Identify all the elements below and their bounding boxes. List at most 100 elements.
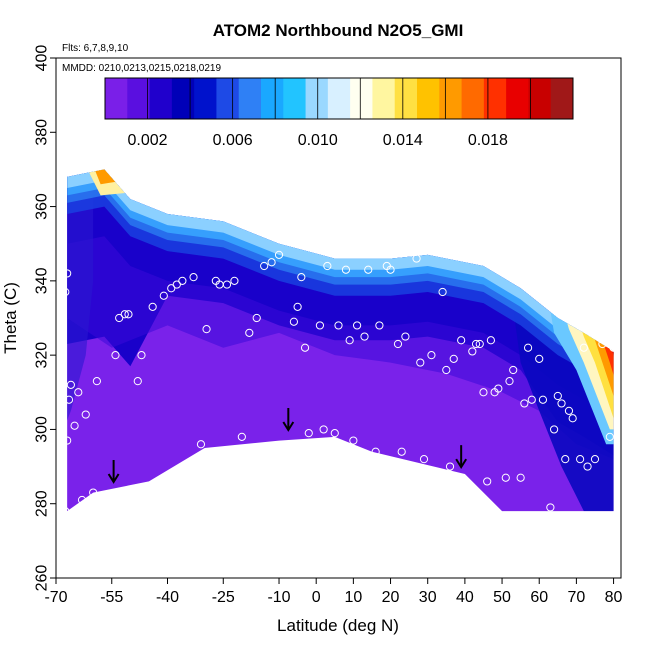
observation-point bbox=[61, 507, 70, 516]
colorbar-swatch bbox=[216, 78, 240, 119]
colorbar-swatch bbox=[372, 78, 396, 119]
colorbar-swatch bbox=[283, 78, 307, 119]
arrow-head bbox=[282, 421, 295, 432]
y-tick-label: 340 bbox=[34, 267, 51, 294]
colorbar-swatch bbox=[194, 78, 217, 119]
x-axis: -70 -55 -40 -25 -10 0 10 20 30 40 50 60 70 80 bbox=[44, 578, 623, 606]
colorbar-swatch bbox=[550, 78, 574, 119]
observation-point bbox=[397, 447, 406, 456]
observation-point bbox=[505, 377, 514, 386]
observation-point bbox=[124, 310, 133, 319]
observation-point bbox=[501, 473, 510, 482]
observation-point bbox=[341, 265, 351, 274]
observation-point bbox=[457, 336, 466, 345]
observation-point bbox=[92, 377, 101, 386]
observation-point bbox=[442, 365, 451, 375]
observation-point bbox=[471, 339, 481, 349]
observation-point bbox=[438, 287, 447, 297]
observation-point bbox=[605, 432, 614, 441]
observation-point bbox=[61, 287, 70, 297]
colorbar-swatch bbox=[327, 78, 351, 119]
observation-point bbox=[189, 273, 198, 282]
x-tick-label: -10 bbox=[267, 589, 290, 606]
observation-point bbox=[557, 399, 566, 408]
colorbar-tick-label: 0.014 bbox=[383, 132, 423, 149]
plot-frame bbox=[55, 57, 622, 579]
chart-title: ATOM2 Northbound N2O5_GMI bbox=[213, 21, 464, 40]
colorbar-swatch bbox=[528, 78, 552, 119]
observation-point bbox=[178, 276, 187, 285]
observation-point bbox=[527, 395, 536, 404]
observation-point bbox=[520, 399, 529, 408]
x-tick-label: 50 bbox=[493, 589, 511, 606]
observation-point bbox=[63, 436, 72, 445]
observation-point bbox=[304, 429, 313, 438]
x-tick-label: 20 bbox=[382, 589, 400, 606]
colorbar-swatch bbox=[506, 78, 529, 119]
observation-point bbox=[300, 343, 310, 352]
observation-point bbox=[598, 339, 607, 349]
colorbar-frame bbox=[104, 77, 574, 120]
observation-point bbox=[364, 265, 373, 274]
colorbar-swatch bbox=[439, 78, 463, 119]
observation-point bbox=[66, 380, 75, 389]
observation-point bbox=[568, 414, 577, 423]
observation-point bbox=[427, 351, 436, 360]
observation-point bbox=[564, 406, 574, 415]
observation-point bbox=[386, 265, 395, 274]
observation-point bbox=[475, 339, 484, 349]
colorbar-swatch bbox=[105, 78, 128, 119]
x-tick-label: -40 bbox=[156, 589, 179, 606]
observation-point bbox=[77, 495, 87, 505]
observation-point bbox=[297, 273, 306, 282]
observation-point bbox=[590, 455, 600, 464]
x-tick-label: -25 bbox=[212, 589, 235, 606]
observation-point bbox=[345, 336, 354, 345]
observation-point bbox=[546, 503, 555, 512]
observation-point bbox=[583, 462, 592, 471]
observation-point bbox=[416, 358, 425, 367]
observation-point bbox=[237, 432, 246, 441]
y-tick-label: 400 bbox=[34, 45, 51, 72]
observation-point bbox=[115, 313, 124, 323]
y-tick-label: 360 bbox=[34, 193, 51, 220]
observation-point bbox=[538, 395, 548, 404]
colorbar-tick-label: 0.018 bbox=[468, 132, 508, 149]
colorbar-swatch bbox=[171, 78, 195, 119]
colorbar-swatch bbox=[350, 78, 373, 119]
observation-point bbox=[449, 354, 458, 363]
field-wedge-left bbox=[67, 169, 94, 430]
observation-point bbox=[576, 455, 585, 464]
observation-point bbox=[159, 291, 168, 300]
colorbar-swatch bbox=[394, 78, 418, 119]
observation-point bbox=[352, 321, 362, 330]
colorbar-swatch bbox=[127, 78, 151, 119]
observation-point bbox=[516, 473, 525, 482]
observation-point bbox=[172, 280, 181, 289]
y-tick-label: 280 bbox=[34, 490, 51, 517]
observation-point bbox=[371, 447, 380, 456]
observation-point bbox=[202, 325, 211, 334]
observation-point bbox=[120, 310, 129, 319]
observation-point bbox=[419, 455, 429, 464]
observation-point bbox=[323, 261, 332, 271]
y-tick-label: 300 bbox=[34, 416, 51, 443]
colorbar-swatch bbox=[461, 78, 485, 119]
x-tick-label: 40 bbox=[456, 589, 474, 606]
observation-point bbox=[483, 477, 492, 486]
flights-annotation: Flts: 6,7,8,9,10 bbox=[62, 43, 129, 54]
arrows bbox=[107, 408, 468, 484]
observation-point bbox=[330, 429, 339, 438]
y-tick-label: 320 bbox=[34, 342, 51, 369]
observation-point bbox=[64, 395, 74, 404]
observation-point bbox=[63, 269, 72, 278]
colorbar-swatch bbox=[238, 78, 262, 119]
colorbar-swatch bbox=[417, 78, 440, 119]
x-tick-label: -70 bbox=[44, 589, 67, 606]
observation-point bbox=[319, 425, 328, 434]
x-tick-label: 60 bbox=[530, 589, 548, 606]
observation-point bbox=[523, 343, 533, 352]
observation-point bbox=[111, 351, 120, 360]
observation-point bbox=[293, 302, 302, 311]
arrow-head bbox=[455, 458, 468, 470]
